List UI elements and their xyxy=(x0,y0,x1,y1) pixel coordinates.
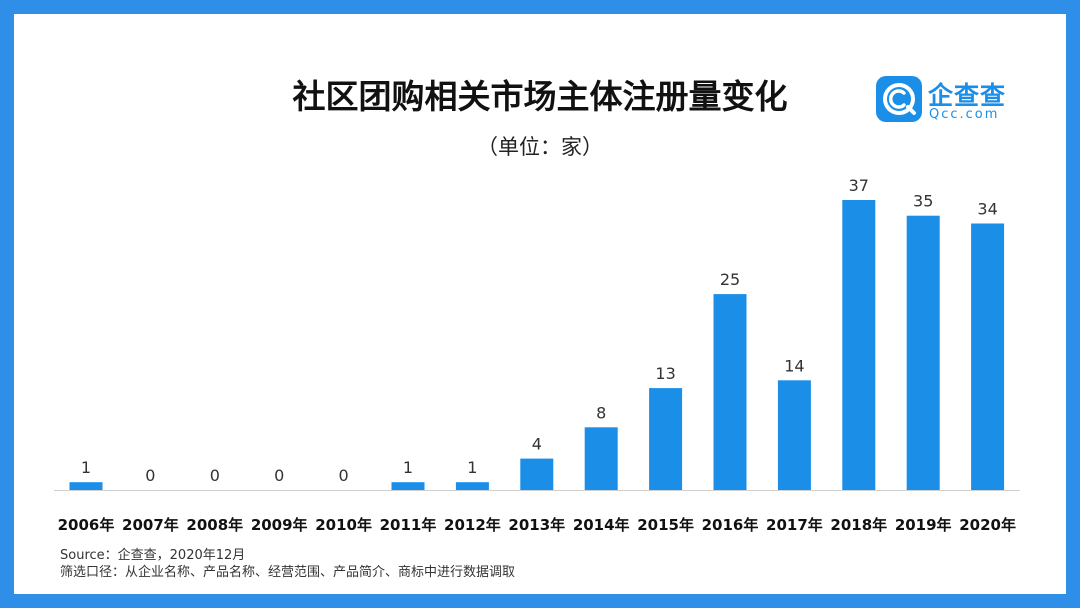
bar xyxy=(584,427,618,490)
data-label: 1 xyxy=(467,458,477,477)
logo-domain: Qcc.com xyxy=(929,107,1000,122)
x-tick-label: 2020年 xyxy=(959,516,1016,534)
x-tick-label: 2013年 xyxy=(508,516,565,534)
data-label: 0 xyxy=(210,466,220,485)
logo-name: 企查查 xyxy=(928,81,1007,110)
x-tick-label: 2011年 xyxy=(380,516,437,534)
x-tick-label: 2012年 xyxy=(444,516,501,534)
qcc-logo: 企查查 Qcc.com xyxy=(876,76,1026,126)
bar xyxy=(971,223,1005,490)
source-note: Source：企查查，2020年12月 xyxy=(60,548,246,563)
data-label: 0 xyxy=(339,466,349,485)
x-tick-label: 2017年 xyxy=(766,516,823,534)
bar xyxy=(713,294,747,490)
x-tick-label: 2009年 xyxy=(251,516,308,534)
chart-subtitle: （单位：家） xyxy=(477,135,603,159)
bar xyxy=(69,482,103,490)
data-label: 0 xyxy=(274,466,284,485)
x-tick-label: 2014年 xyxy=(573,516,630,534)
data-label: 13 xyxy=(655,364,675,383)
bar xyxy=(906,215,940,490)
data-label: 0 xyxy=(145,466,155,485)
data-label: 8 xyxy=(596,403,606,422)
x-tick-label: 2008年 xyxy=(186,516,243,534)
data-label: 37 xyxy=(849,176,869,195)
x-tick-label: 2007年 xyxy=(122,516,179,534)
x-tick-label: 2006年 xyxy=(58,516,115,534)
x-tick-label: 2018年 xyxy=(830,516,887,534)
method-note: 筛选口径：从企业名称、产品名称、经营范围、产品简介、商标中进行数据调取 xyxy=(60,565,516,580)
bar xyxy=(455,482,489,490)
data-label: 14 xyxy=(784,356,804,375)
data-label: 35 xyxy=(913,192,933,211)
x-tick-label: 2016年 xyxy=(702,516,759,534)
chart-title: 社区团购相关市场主体注册量变化 xyxy=(292,77,788,116)
bar xyxy=(777,380,811,490)
data-label: 1 xyxy=(81,458,91,477)
bar xyxy=(649,388,683,490)
data-label: 1 xyxy=(403,458,413,477)
x-tick-label: 2010年 xyxy=(315,516,372,534)
data-label: 25 xyxy=(720,270,740,289)
bar xyxy=(520,458,554,490)
x-tick-label: 2019年 xyxy=(895,516,952,534)
data-label: 34 xyxy=(977,200,997,219)
bar xyxy=(391,482,425,490)
x-tick-label: 2015年 xyxy=(637,516,694,534)
qcc-logo-icon xyxy=(876,76,922,122)
data-label: 4 xyxy=(532,435,542,454)
bar xyxy=(842,200,876,490)
footer: Source：企查查，2020年12月 筛选口径：从企业名称、产品名称、经营范围… xyxy=(60,547,515,581)
